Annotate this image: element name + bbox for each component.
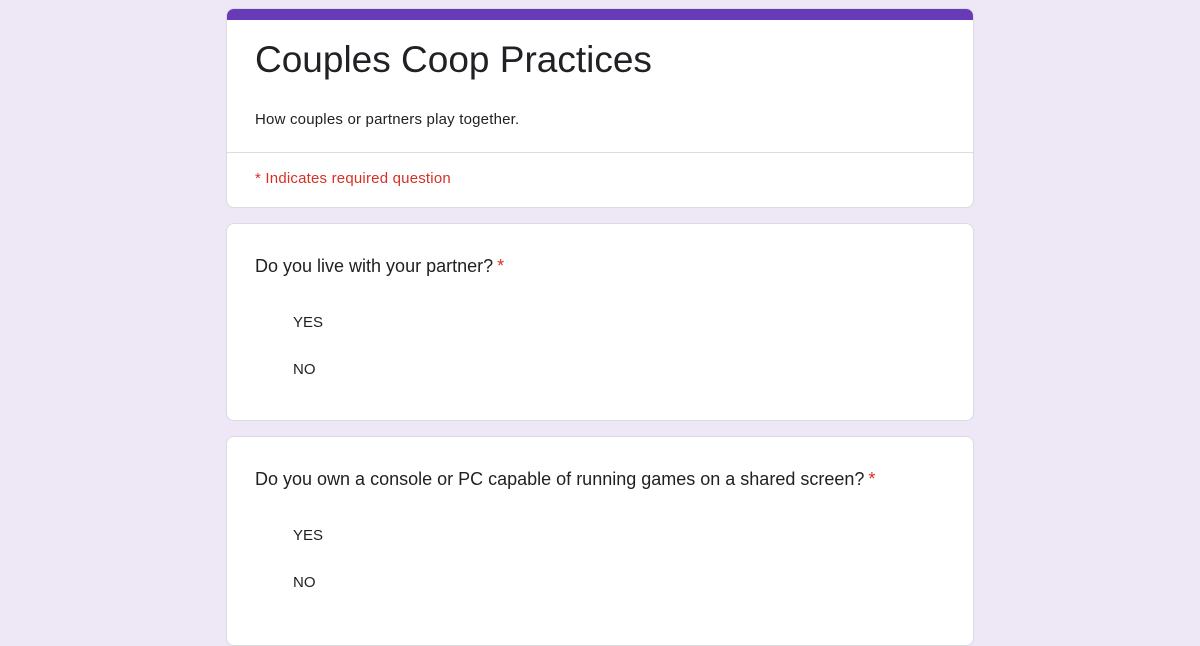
- form-title: Couples Coop Practices: [255, 39, 652, 80]
- question-text: Do you live with your partner?: [255, 256, 494, 276]
- required-note: * Indicates required question: [255, 170, 451, 187]
- question-text: Do you own a console or PC capable of ru…: [255, 469, 865, 489]
- option-yes[interactable]: YES: [293, 314, 324, 331]
- question-card: Do you live with your partner? * YES NO: [226, 223, 974, 421]
- question-title: Do you own a console or PC capable of ru…: [255, 469, 875, 490]
- divider: [227, 152, 973, 153]
- option-yes[interactable]: YES: [293, 527, 324, 544]
- option-no[interactable]: NO: [293, 574, 316, 591]
- form-description: How couples or partners play together.: [255, 111, 520, 128]
- option-no[interactable]: NO: [293, 361, 316, 378]
- required-asterisk: *: [497, 256, 505, 276]
- accent-band: [227, 9, 973, 20]
- question-card: Do you own a console or PC capable of ru…: [226, 436, 974, 646]
- form-header-card: Couples Coop Practices How couples or pa…: [226, 8, 974, 208]
- required-asterisk: *: [868, 469, 876, 489]
- question-title: Do you live with your partner? *: [255, 256, 504, 277]
